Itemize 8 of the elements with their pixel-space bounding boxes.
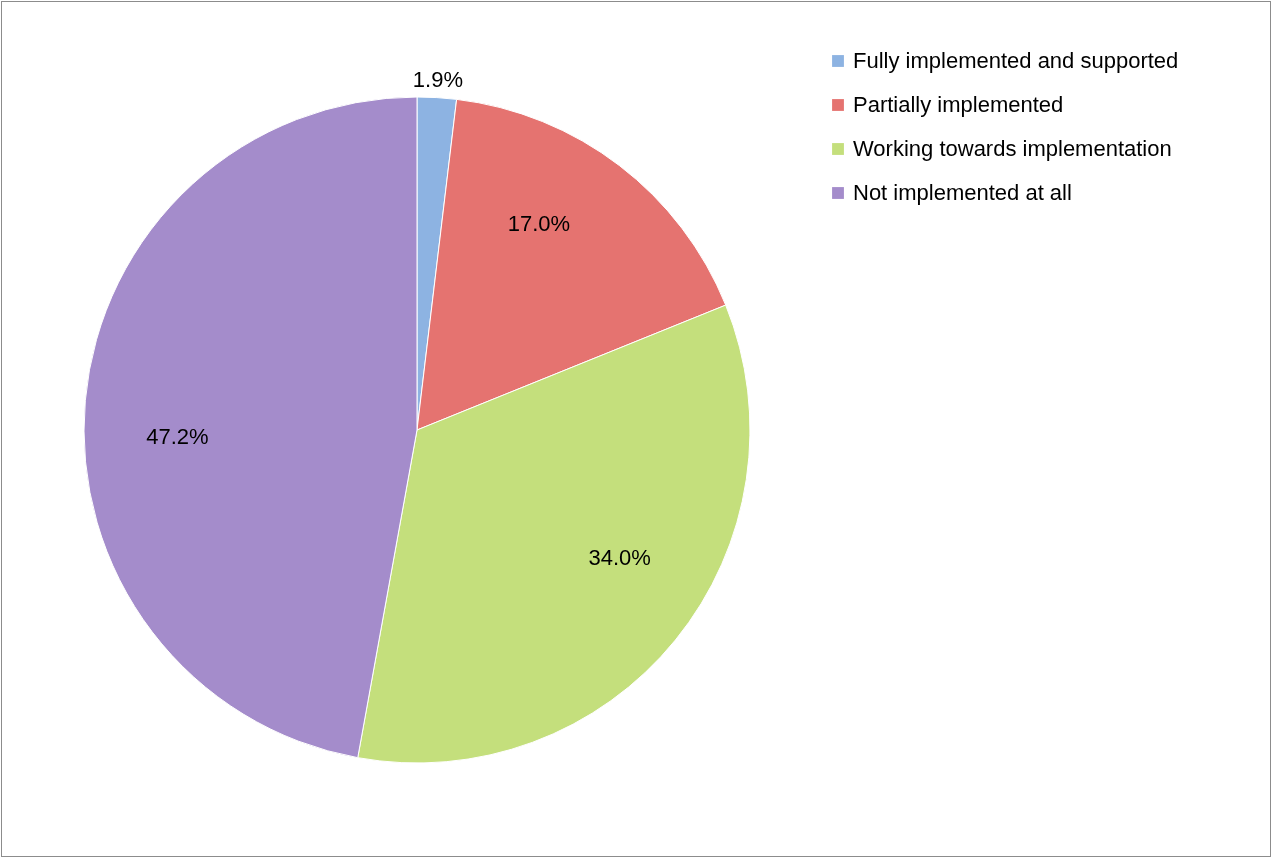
legend-label: Fully implemented and supported — [853, 48, 1179, 73]
data-label: 47.2% — [146, 424, 209, 450]
data-label: 1.9% — [412, 66, 463, 92]
legend-label: Not implemented at all — [853, 180, 1072, 205]
legend-label: Working towards implementation — [853, 136, 1172, 161]
data-label: 17.0% — [507, 210, 571, 236]
legend-label: Partially implemented — [853, 92, 1064, 117]
data-label: 34.0% — [588, 545, 651, 571]
